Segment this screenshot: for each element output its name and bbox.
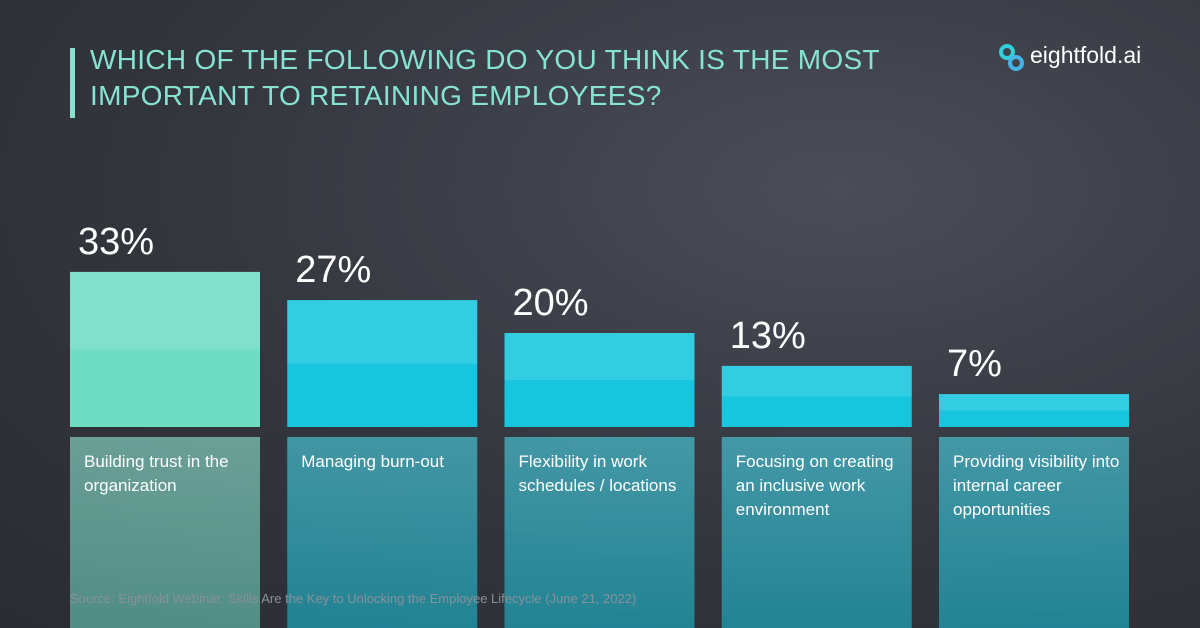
bar xyxy=(70,271,260,427)
value-label: 33% xyxy=(78,221,154,263)
title-accent xyxy=(70,48,75,118)
category-label: Flexibility in work schedules / location… xyxy=(518,452,677,495)
bar xyxy=(287,300,478,427)
bar xyxy=(939,394,1129,427)
bar-highlight xyxy=(504,333,695,380)
category-label: Focusing on creating an inclusive work e… xyxy=(735,452,894,519)
chart-title: WHICH OF THE FOLLOWING DO YOU THINK IS T… xyxy=(90,44,880,111)
bar-highlight xyxy=(721,365,912,397)
bar-highlight xyxy=(287,300,478,364)
reflection-fade xyxy=(939,437,1129,628)
category-label: Building trust in the organization xyxy=(84,452,229,495)
reflection-fade xyxy=(70,437,260,628)
bar-highlight xyxy=(70,271,260,350)
category-label: Managing burn-out xyxy=(301,452,444,471)
bar xyxy=(721,365,912,427)
reflection-fade xyxy=(721,437,912,628)
bar xyxy=(504,333,695,427)
bar-highlight xyxy=(939,394,1129,411)
value-label: 13% xyxy=(730,315,806,357)
logo-icon xyxy=(999,44,1024,71)
brand: eightfold.ai xyxy=(1030,42,1142,68)
category-label: Providing visibility into internal caree… xyxy=(953,452,1120,519)
value-label: 20% xyxy=(513,282,589,324)
value-label: 27% xyxy=(295,249,371,291)
value-label: 7% xyxy=(947,343,1002,385)
reflection-fade xyxy=(287,437,478,628)
source: Source: Eightfold Webinar: Skills Are th… xyxy=(70,591,637,606)
reflection-fade xyxy=(504,437,695,628)
